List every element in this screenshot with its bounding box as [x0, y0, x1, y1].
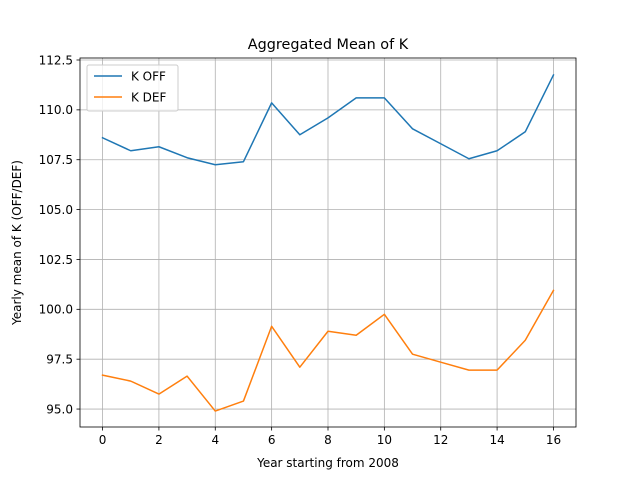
y-tick-label: 100.0	[39, 303, 73, 317]
y-tick-label: 107.5	[39, 153, 73, 167]
legend-label: K OFF	[131, 69, 166, 83]
x-tick-label: 4	[211, 433, 219, 447]
series-layer	[101, 73, 555, 412]
y-tick-label: 105.0	[39, 203, 73, 217]
x-tick-label: 12	[433, 433, 448, 447]
chart-title: Aggregated Mean of K	[248, 37, 409, 53]
grid	[80, 58, 576, 427]
x-tick-label: 14	[489, 433, 504, 447]
ticks: 0 2 4 6 8 10 12 14 16 95.0 97.5 100.0 102.5 105.0 107.…	[39, 53, 561, 447]
legend-label: K DEF	[131, 90, 167, 104]
x-tick-label: 10	[377, 433, 392, 447]
y-tick-label: 112.5	[39, 53, 73, 67]
y-tick-label: 110.0	[39, 103, 73, 117]
series-line-k-def	[101, 289, 555, 412]
x-tick-label: 0	[99, 433, 107, 447]
y-tick-label: 95.0	[46, 402, 73, 416]
x-tick-label: 2	[155, 433, 163, 447]
x-tick-label: 6	[268, 433, 276, 447]
y-axis-title: Yearly mean of K (OFF/DEF)	[10, 160, 24, 326]
series-line-k-off	[101, 73, 555, 166]
x-tick-label: 16	[546, 433, 561, 447]
x-tick-label: 8	[324, 433, 332, 447]
y-tick-label: 97.5	[46, 352, 73, 366]
y-tick-label: 102.5	[39, 253, 73, 267]
legend: K OFF K DEF	[86, 64, 179, 112]
x-axis-title: Year starting from 2008	[256, 456, 399, 470]
